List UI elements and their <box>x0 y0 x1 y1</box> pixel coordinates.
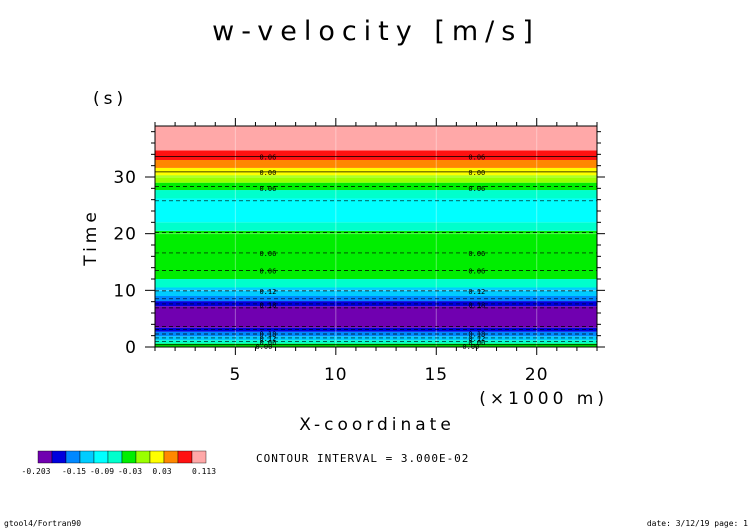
y-tick-label: 20 <box>113 225 137 245</box>
x-tick-label: 20 <box>525 365 549 385</box>
contour-band <box>155 160 597 168</box>
contour-label: 0.06 <box>468 185 485 193</box>
legend-label: -0.03 <box>118 467 142 476</box>
contour-interval-note: CONTOUR INTERVAL = 3.000E-02 <box>256 452 469 465</box>
legend-label: 0.113 <box>192 467 216 476</box>
contour-band <box>155 340 597 344</box>
contour-band <box>155 198 597 223</box>
y-tick-label: 0 <box>125 338 137 358</box>
legend-label: 0.03 <box>152 467 171 476</box>
legend-swatch <box>79 450 95 464</box>
legend-swatch <box>177 450 193 464</box>
x-tick-label: 10 <box>324 365 348 385</box>
contour-label: 0.12 <box>468 288 485 296</box>
y-axis-ticks: 0 10 20 30 <box>113 131 605 358</box>
contour-band <box>155 190 597 199</box>
x-axis-ticks: 5 10 15 20 <box>154 118 598 385</box>
contour-label: 0.18 <box>468 302 485 310</box>
contour-label: 0.06 <box>259 250 276 258</box>
footer-right: date: 3/12/19 page: 1 <box>647 519 748 528</box>
contour-label: 0.06 <box>468 154 485 162</box>
chart-title: w-velocity [m/s] <box>212 16 540 47</box>
legend-swatch <box>37 450 53 464</box>
contour-label: 0.06 <box>468 268 485 276</box>
contour-band <box>155 279 597 288</box>
legend-swatch <box>51 450 67 464</box>
contour-label: 0.06 <box>468 339 485 347</box>
y-tick-label: 30 <box>113 168 137 188</box>
legend-swatch <box>163 450 179 464</box>
contour-band <box>155 306 597 328</box>
legend-label: -0.15 <box>62 467 86 476</box>
contour-band <box>155 175 597 183</box>
legend-label: -0.09 <box>90 467 114 476</box>
contour-label: 0.00 <box>468 169 485 177</box>
contour-band <box>155 230 597 279</box>
legend-swatch <box>121 450 137 464</box>
x-tick-label: 5 <box>229 365 241 385</box>
color-legend: -0.203 -0.15 -0.09 -0.03 0.03 0.113 <box>22 450 216 476</box>
contour-band <box>155 150 597 160</box>
y-tick-label: 10 <box>113 281 137 301</box>
contour-band <box>155 126 597 151</box>
contour-band <box>155 287 597 296</box>
contour-label: 0.12 <box>468 335 485 343</box>
legend-swatch <box>107 450 123 464</box>
contour-label: 0.06 <box>259 154 276 162</box>
x-axis-unit: (×1000 m) <box>479 389 608 409</box>
contour-label: 0.00 <box>259 169 276 177</box>
legend-swatch <box>135 450 151 464</box>
y-axis-label: Time <box>81 208 101 267</box>
footer-left: gtool4/Fortran90 <box>4 519 81 528</box>
contour-label: 0.12 <box>259 335 276 343</box>
legend-label: -0.203 <box>22 467 51 476</box>
contour-label: 0.18 <box>259 302 276 310</box>
contour-label: 0.06 <box>259 339 276 347</box>
contour-label: 0.06 <box>259 268 276 276</box>
contour-label: 0.18 <box>259 331 276 339</box>
contour-band <box>155 343 597 347</box>
legend-swatch <box>65 450 81 464</box>
plot-area: 0.000.060.120.180.180.120.060.060.060.00… <box>154 125 598 351</box>
legend-swatch <box>149 450 165 464</box>
contour-label: 0.12 <box>259 288 276 296</box>
y-axis-unit: (s) <box>93 89 127 109</box>
x-axis-label: X-coordinate <box>299 415 455 435</box>
legend-swatch <box>93 450 109 464</box>
contour-label: 0.06 <box>259 185 276 193</box>
legend-swatch <box>191 450 207 464</box>
x-tick-label: 15 <box>424 365 448 385</box>
contour-label: 0.18 <box>468 331 485 339</box>
contour-band <box>155 222 597 231</box>
contour-label: 0.06 <box>468 250 485 258</box>
